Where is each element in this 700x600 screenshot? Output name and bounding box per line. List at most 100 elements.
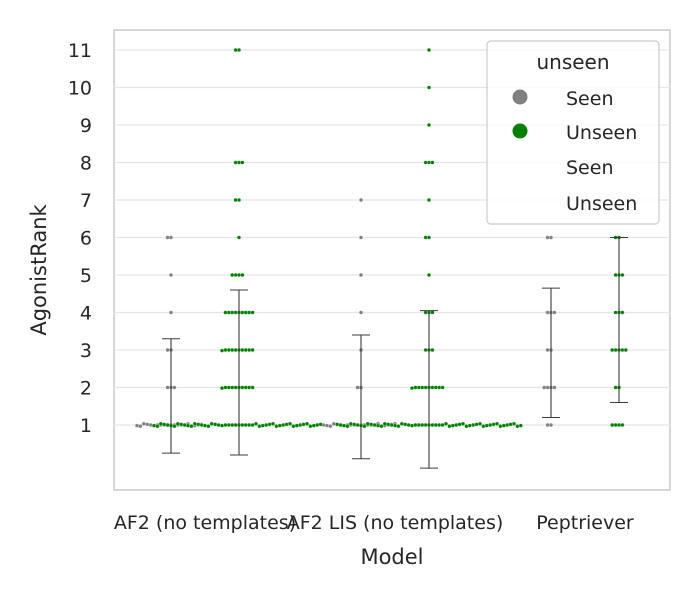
legend-marker (512, 89, 528, 105)
swarm-point-unseen (416, 422, 421, 428)
swarm-point-unseen (233, 310, 238, 315)
swarm-point-unseen (443, 421, 449, 426)
swarm-point-unseen (437, 422, 442, 428)
swarm-point-unseen (440, 385, 445, 390)
swarm-point-unseen (287, 421, 293, 426)
swarm-point-unseen (240, 310, 245, 315)
swarm-point-seen (358, 235, 364, 240)
swarm-point-unseen (610, 422, 615, 428)
swarm-point-seen (358, 272, 364, 278)
swarm-point-seen (168, 235, 174, 240)
swarm-point-seen (165, 385, 170, 390)
swarm-point-unseen (175, 421, 180, 426)
swarm-point-unseen (236, 197, 242, 203)
swarm-point-unseen (423, 385, 428, 390)
swarm-point-unseen (294, 423, 299, 428)
legend-entry-label: Seen (566, 157, 613, 179)
y-tick-label: 11 (68, 40, 92, 62)
swarm-point-unseen (613, 422, 618, 428)
swarm-point-unseen (379, 424, 384, 429)
swarm-point-unseen (620, 272, 625, 278)
swarm-point-unseen (613, 310, 618, 315)
swarm-point-unseen (233, 47, 238, 53)
swarm-point-unseen (219, 348, 225, 353)
swarm-point-unseen (264, 422, 269, 428)
swarm-point-unseen (426, 235, 432, 240)
y-axis-label: AgonistRank (27, 204, 51, 336)
swarm-point-unseen (423, 347, 428, 353)
swarm-point-unseen (613, 385, 618, 390)
swarm-point-seen (552, 385, 557, 390)
swarm-point-unseen (270, 421, 276, 426)
swarm-point-unseen (494, 421, 500, 426)
swarm-point-seen (545, 310, 550, 315)
swarm-point-unseen (233, 272, 238, 278)
swarm-point-seen (168, 310, 174, 315)
swarm-point-unseen (341, 423, 347, 428)
swarm-point-unseen (209, 421, 214, 426)
swarm-point-unseen (155, 424, 160, 429)
swarm-point-unseen (236, 160, 242, 165)
swarm-point-unseen (243, 310, 248, 315)
swarm-point-unseen (182, 422, 187, 428)
swarm-point-unseen (185, 423, 191, 428)
swarm-point-unseen (318, 422, 323, 427)
swarm-point-unseen (515, 424, 520, 429)
swarm-point-seen (358, 310, 364, 315)
swarm-point-seen (545, 422, 550, 428)
swarm-point-unseen (426, 197, 432, 203)
swarm-point-unseen (369, 422, 374, 427)
swarm-point-unseen (243, 347, 248, 353)
swarm-point-seen (552, 310, 557, 315)
swarm-point-unseen (236, 272, 242, 278)
swarm-point-unseen (202, 423, 208, 428)
swarm-point-unseen (230, 347, 235, 353)
swarm-point-unseen (423, 422, 428, 428)
swarm-point-unseen (233, 197, 238, 203)
swarm-point-unseen (216, 422, 221, 428)
swarm-point-unseen (430, 160, 435, 165)
swarm-point-unseen (491, 422, 496, 427)
swarm-point-unseen (233, 385, 238, 390)
swarm-point-unseen (430, 422, 435, 428)
swarm-point-unseen (433, 385, 438, 390)
swarm-point-unseen (375, 423, 381, 428)
swarm-point-unseen (301, 422, 306, 427)
swarm-point-unseen (423, 235, 428, 240)
y-tick-label: 10 (68, 78, 92, 100)
swarm-point-unseen (433, 422, 438, 428)
swarm-point-unseen (260, 423, 265, 428)
swarm-point-unseen (243, 385, 248, 390)
swarm-point-seen (548, 235, 554, 240)
legend-entry-label: Seen (566, 88, 613, 110)
swarm-point-unseen (406, 422, 411, 428)
x-axis-label: Model (360, 545, 423, 569)
swarm-point-unseen (620, 310, 625, 315)
swarm-point-seen (542, 385, 547, 390)
swarm-point-unseen (501, 423, 506, 428)
swarm-point-unseen (223, 385, 228, 390)
legend-title: unseen (536, 50, 609, 74)
swarm-point-unseen (440, 422, 445, 428)
swarm-point-seen (165, 347, 170, 353)
x-tick-label: AF2 LIS (no templates) (287, 512, 504, 534)
swarm-point-unseen (420, 422, 425, 428)
swarm-point-unseen (267, 422, 272, 427)
swarm-point-unseen (250, 385, 255, 390)
swarm-point-unseen (389, 422, 394, 428)
y-tick-label: 2 (80, 378, 92, 400)
swarm-point-seen (134, 423, 140, 428)
swarm-point-seen (355, 385, 360, 390)
swarm-point-seen (145, 422, 150, 427)
swarm-point-unseen (382, 421, 387, 426)
swarm-point-seen (331, 421, 336, 426)
x-tick-label: AF2 (no templates) (114, 512, 296, 534)
legend: unseen Seen Unseen Seen Unseen (486, 40, 660, 225)
swarm-point-unseen (247, 347, 252, 353)
swarm-point-unseen (477, 421, 483, 426)
y-tick-label: 5 (80, 265, 92, 287)
swarm-point-unseen (355, 422, 360, 428)
swarm-point-unseen (199, 422, 204, 428)
swarm-points (134, 47, 628, 429)
swarm-point-unseen (226, 310, 231, 315)
